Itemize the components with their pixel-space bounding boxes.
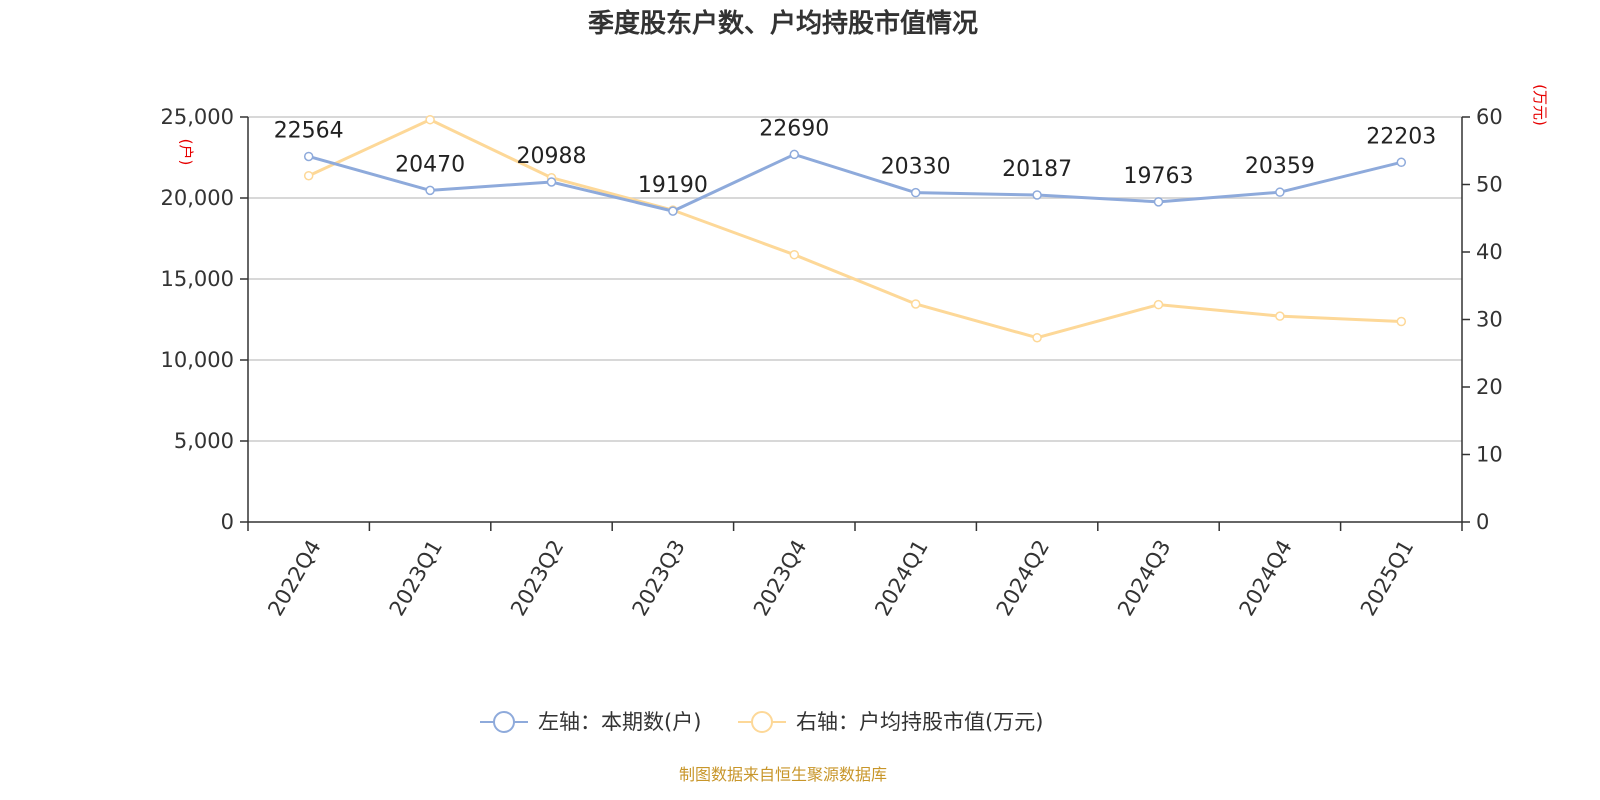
left-axis-tick-label: 10,000	[161, 348, 234, 372]
data-label: 20187	[1002, 157, 1072, 182]
right-axis-tick-label: 50	[1476, 173, 1503, 197]
legend: 左轴：本期数(户) 右轴：户均持股市值(万元)	[480, 710, 1043, 734]
x-axis-tick-label: 2023Q1	[385, 536, 447, 620]
right-axis-tick-label: 60	[1476, 105, 1503, 129]
data-labels: 22564 20470 20988 19190 22690 20330 20187 19763…	[274, 116, 1437, 198]
left-axis-tick-label: 5,000	[174, 429, 234, 453]
x-axis-tick-label: 2023Q4	[749, 536, 811, 620]
data-point-left	[425, 185, 435, 196]
data-point-right	[425, 114, 435, 125]
data-point-right	[1032, 332, 1042, 343]
data-point-left	[1153, 197, 1164, 207]
legend-item-right-series[interactable]: 右轴：户均持股市值(万元)	[738, 710, 1043, 734]
data-label: 22203	[1366, 124, 1436, 149]
x-axis-tick-label: 2023Q2	[506, 536, 568, 620]
chart-title: 季度股东户数、户均持股市值情况	[588, 8, 978, 39]
left-axis-tick-label: 15,000	[161, 267, 234, 291]
right-axis-tick-label: 40	[1476, 240, 1503, 264]
data-point-left	[910, 187, 921, 198]
data-point-left	[303, 151, 314, 162]
data-point-right	[303, 170, 314, 181]
x-axis-tick-label: 2025Q1	[1356, 536, 1418, 620]
data-point-right	[1153, 299, 1164, 310]
data-label: 22690	[759, 116, 829, 141]
data-point-left	[789, 149, 800, 160]
data-source-note: 制图数据来自恒生聚源数据库	[679, 765, 887, 784]
data-point-left	[1396, 157, 1407, 168]
x-axis-tick-label: 2024Q4	[1235, 536, 1297, 620]
data-point-right	[789, 249, 800, 260]
data-label: 20470	[395, 152, 465, 177]
series-lines	[303, 114, 1407, 343]
x-axis-tick-label: 2024Q1	[870, 536, 932, 620]
left-axis-unit: (户)	[177, 139, 195, 166]
legend-left-marker	[493, 711, 515, 733]
legend-item-left-series[interactable]: 左轴：本期数(户)	[480, 710, 701, 734]
right-axis-unit: (万元)	[1531, 84, 1549, 126]
data-point-right	[1396, 316, 1407, 327]
data-point-right	[910, 299, 921, 309]
series-line-right	[308, 118, 1402, 340]
data-label: 20988	[517, 144, 587, 169]
left-axis-tick-label: 0	[221, 510, 234, 534]
right-axis-tick-label: 20	[1476, 375, 1503, 399]
data-point-left	[1032, 190, 1042, 200]
right-axis-tick-label: 10	[1476, 443, 1503, 467]
data-label: 20359	[1245, 154, 1315, 179]
legend-right-marker	[751, 711, 773, 733]
x-axis-tick-label: 2023Q3	[628, 536, 690, 620]
data-label: 19763	[1124, 164, 1194, 189]
data-label: 22564	[274, 118, 344, 143]
data-point-right	[1275, 311, 1285, 321]
data-point-left	[546, 177, 557, 187]
axes: 0 5,000 10,000 15,000 20,000 25,000 0 10 20 30 40 5…	[161, 105, 1503, 620]
x-axis-tick-label: 2024Q3	[1113, 536, 1175, 620]
left-axis-tick-label: 20,000	[161, 186, 234, 210]
data-label: 20330	[881, 155, 951, 180]
data-point-left	[668, 206, 678, 216]
right-axis-tick-label: 30	[1476, 308, 1503, 332]
legend-left-label: 左轴：本期数(户)	[538, 710, 701, 734]
x-axis-tick-label: 2022Q4	[263, 536, 325, 620]
x-axis-tick-label: 2024Q2	[992, 536, 1054, 620]
data-label: 19190	[638, 173, 708, 198]
data-point-left	[1275, 187, 1285, 197]
series-line-left	[308, 152, 1402, 213]
legend-right-label: 右轴：户均持股市值(万元)	[796, 710, 1043, 734]
right-axis-tick-label: 0	[1476, 510, 1489, 534]
left-axis-tick-label: 25,000	[161, 105, 234, 129]
